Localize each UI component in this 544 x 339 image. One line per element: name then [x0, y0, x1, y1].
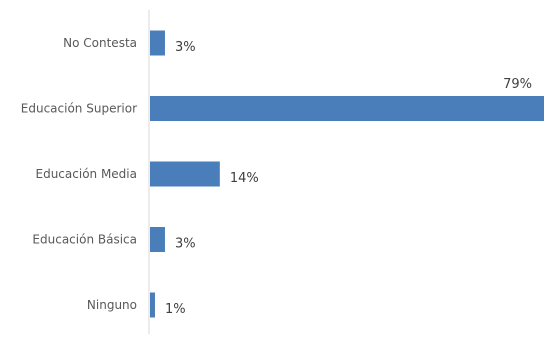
category-label: Educación Superior [21, 102, 137, 116]
data-label: 1% [165, 302, 186, 317]
bar [150, 30, 165, 56]
category-label: Educación Básica [32, 233, 137, 247]
data-label: 3% [175, 237, 196, 252]
bar [150, 96, 544, 121]
data-label: 79% [503, 77, 532, 92]
category-label: Ninguno [87, 298, 137, 312]
category-label: Educación Media [36, 167, 138, 181]
data-label: 3% [175, 40, 196, 55]
bar [150, 292, 155, 318]
data-label: 14% [230, 171, 259, 186]
bar [150, 161, 220, 187]
bar [150, 227, 165, 252]
category-label: No Contesta [63, 36, 137, 50]
